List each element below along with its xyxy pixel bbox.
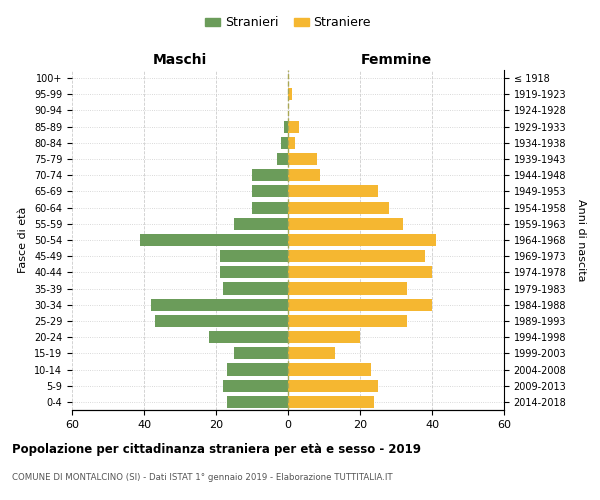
Bar (223, 282, 288, 294)
Bar (220, 250, 288, 262)
Bar (281, 137, 288, 149)
Bar (288, 315, 407, 327)
Y-axis label: Fasce di età: Fasce di età (19, 207, 28, 273)
Bar (234, 348, 288, 360)
Bar (288, 169, 320, 181)
Bar (288, 380, 378, 392)
Bar (252, 186, 288, 198)
Bar (140, 234, 288, 246)
Bar (288, 364, 371, 376)
Text: Femmine: Femmine (361, 53, 431, 67)
Bar (288, 298, 432, 311)
Bar (223, 380, 288, 392)
Bar (288, 218, 403, 230)
Bar (288, 186, 378, 198)
Text: Popolazione per cittadinanza straniera per età e sesso - 2019: Popolazione per cittadinanza straniera p… (12, 442, 421, 456)
Bar (155, 315, 288, 327)
Bar (277, 153, 288, 165)
Bar (151, 298, 288, 311)
Bar (288, 396, 374, 408)
Bar (288, 234, 436, 246)
Bar (288, 88, 292, 101)
Bar (288, 331, 360, 343)
Bar (288, 137, 295, 149)
Bar (288, 120, 299, 132)
Bar (252, 169, 288, 181)
Bar (234, 218, 288, 230)
Bar (288, 282, 407, 294)
Y-axis label: Anni di nascita: Anni di nascita (576, 198, 586, 281)
Bar (288, 153, 317, 165)
Bar (284, 120, 288, 132)
Bar (252, 202, 288, 213)
Text: COMUNE DI MONTALCINO (SI) - Dati ISTAT 1° gennaio 2019 - Elaborazione TUTTITALIA: COMUNE DI MONTALCINO (SI) - Dati ISTAT 1… (12, 472, 392, 482)
Bar (288, 266, 432, 278)
Bar (288, 348, 335, 360)
Bar (220, 266, 288, 278)
Bar (227, 364, 288, 376)
Bar (227, 396, 288, 408)
Text: Maschi: Maschi (153, 53, 207, 67)
Legend: Stranieri, Straniere: Stranieri, Straniere (200, 11, 376, 34)
Bar (209, 331, 288, 343)
Bar (288, 202, 389, 213)
Bar (288, 250, 425, 262)
